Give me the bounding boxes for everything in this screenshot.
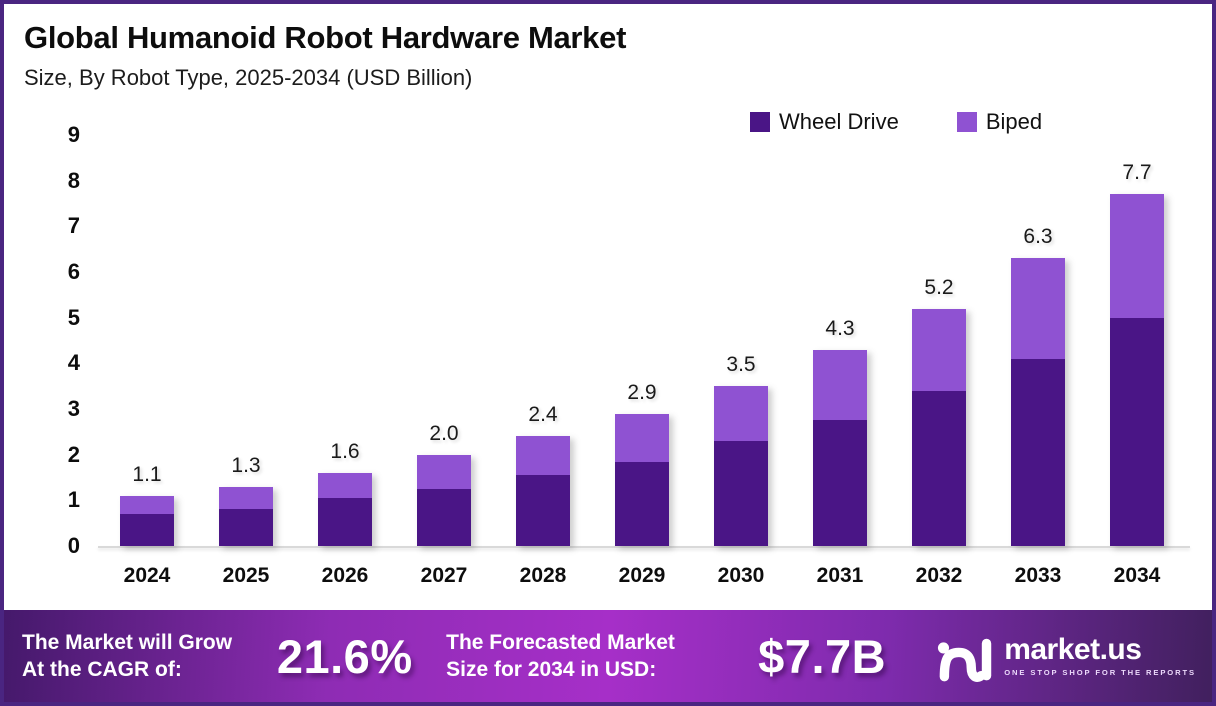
biped-segment (714, 386, 768, 441)
y-tick-label: 7 (67, 213, 80, 239)
market-us-logo-mark (938, 638, 992, 682)
page-title: Global Humanoid Robot Hardware Market (24, 20, 627, 55)
x-tick-label-2033: 2033 (1014, 564, 1062, 587)
x-axis-line (98, 546, 1190, 548)
biped-segment (219, 486, 273, 510)
stacked-bar-2032 (912, 308, 966, 546)
legend-swatch (750, 112, 770, 132)
legend-label: Wheel Drive (779, 109, 899, 134)
wheel-drive-segment (714, 440, 768, 546)
forecast-label: The Forecasted Market Size for 2034 in U… (446, 629, 718, 683)
cagr-label-line1: The Market will Grow (22, 631, 233, 654)
biped-segment (417, 454, 471, 489)
bar-total-label: 2.0 (429, 421, 459, 445)
forecast-value: $7.7B (758, 629, 887, 683)
bar-total-label: 2.9 (627, 380, 657, 404)
legend-item-biped: Biped (956, 109, 1043, 135)
page-subtitle: Size, By Robot Type, 2025-2034 (USD Bill… (24, 65, 473, 90)
wheel-drive-segment (219, 509, 273, 546)
x-tick-label-2026: 2026 (321, 564, 369, 587)
y-tick-label: 8 (67, 167, 80, 193)
stacked-bar-2027 (417, 454, 471, 546)
biped-segment (516, 436, 570, 476)
y-tick-label: 9 (67, 122, 80, 147)
logo-tagline: ONE STOP SHOP FOR THE REPORTS (1004, 668, 1197, 677)
bar-total-label: 7.7 (1122, 161, 1152, 185)
wheel-drive-segment (120, 514, 174, 546)
bar-total-label: 2.4 (528, 403, 558, 427)
x-tick-label-2027: 2027 (420, 564, 468, 587)
stacked-bar-2033 (1011, 258, 1065, 546)
bar-total-label: 1.3 (231, 453, 261, 477)
bar-total-label: 5.2 (924, 275, 954, 299)
wheel-drive-segment (516, 475, 570, 546)
stacked-bar-2029 (615, 413, 669, 546)
forecast-label-line1: The Forecasted Market (446, 631, 675, 654)
biped-segment (318, 472, 372, 499)
wheel-drive-segment (813, 420, 867, 546)
y-tick-label: 4 (67, 350, 80, 376)
x-tick-label-2028: 2028 (519, 564, 567, 587)
y-tick-label: 1 (67, 487, 80, 513)
y-tick-label: 6 (67, 259, 80, 284)
x-tick-label-2034: 2034 (1113, 564, 1161, 587)
x-tick-label-2031: 2031 (816, 564, 864, 587)
stacked-bar-chart: 0 1 2 3 4 5 6 7 8 9 1.1 1.3 1.6 2.0 2.4 2.9 3.5 4.3 5.2 6.… (4, 4, 1212, 702)
stacked-bar-2031 (813, 349, 867, 546)
x-tick-label-2024: 2024 (123, 564, 171, 587)
logo-name: market.us (1004, 633, 1142, 666)
bar-total-label: 1.6 (330, 439, 360, 463)
y-tick-label: 5 (67, 304, 80, 330)
legend-label: Biped (985, 109, 1043, 134)
bar-total-label: 4.3 (825, 316, 855, 340)
y-tick-label: 3 (67, 396, 80, 421)
bar-total-label: 1.1 (132, 462, 162, 486)
legend-swatch (956, 112, 977, 132)
cagr-label: The Market will Grow At the CAGR of: (22, 629, 267, 683)
biped-segment (1011, 258, 1065, 359)
logo-text-block: market.us ONE STOP SHOP FOR THE REPORTS (1004, 633, 1197, 678)
y-tick-label: 2 (67, 441, 80, 467)
x-tick-label-2029: 2029 (618, 564, 666, 587)
stacked-bar-2024 (120, 495, 174, 546)
cagr-value: 21.6% (276, 629, 413, 683)
x-tick-label-2025: 2025 (222, 564, 270, 587)
forecast-label-line2: Size for 2034 in USD: (446, 658, 657, 681)
wheel-drive-segment (912, 390, 966, 546)
bar-total-label: 6.3 (1023, 225, 1053, 249)
biped-segment (1110, 194, 1164, 318)
wheel-drive-segment (417, 488, 471, 546)
chart-legend: Wheel Drive Biped (750, 109, 1042, 135)
bottom-banner: The Market will Grow At the CAGR of: 21.… (4, 610, 1212, 702)
biped-segment (912, 308, 966, 391)
wheel-drive-segment (1110, 317, 1164, 546)
biped-segment (615, 413, 669, 462)
stacked-bar-2028 (516, 436, 570, 546)
cagr-label-line2: At the CAGR of: (22, 658, 182, 681)
stacked-bar-2034 (1110, 194, 1164, 546)
wheel-drive-segment (1011, 358, 1065, 546)
stacked-bar-2030 (714, 386, 768, 546)
wheel-drive-segment (318, 498, 372, 546)
x-tick-label-2032: 2032 (915, 564, 963, 587)
biped-segment (120, 495, 174, 515)
wheel-drive-segment (615, 461, 669, 546)
x-tick-label-2030: 2030 (717, 564, 765, 587)
stacked-bar-2026 (318, 472, 372, 546)
bar-total-label: 3.5 (726, 353, 756, 377)
stacked-bar-2025 (219, 486, 273, 546)
biped-segment (813, 349, 867, 421)
y-tick-label: 0 (67, 533, 80, 558)
header: Global Humanoid Robot Hardware Market Si… (24, 18, 626, 91)
market-us-logo: market.us ONE STOP SHOP FOR THE REPORTS (936, 630, 1196, 682)
legend-item-wheel-drive: Wheel Drive (750, 109, 899, 135)
